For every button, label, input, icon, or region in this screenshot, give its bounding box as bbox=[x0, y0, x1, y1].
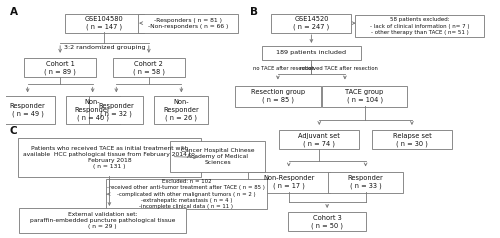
FancyBboxPatch shape bbox=[89, 96, 144, 124]
FancyBboxPatch shape bbox=[138, 14, 238, 33]
FancyBboxPatch shape bbox=[235, 86, 321, 107]
FancyBboxPatch shape bbox=[280, 130, 359, 149]
FancyBboxPatch shape bbox=[248, 172, 330, 193]
Text: A: A bbox=[10, 7, 18, 17]
Text: GSE14520
( n = 247 ): GSE14520 ( n = 247 ) bbox=[294, 16, 330, 30]
Text: Cohort 1
( n = 89 ): Cohort 1 ( n = 89 ) bbox=[44, 61, 76, 74]
Text: Cohort 2
( n = 58 ): Cohort 2 ( n = 58 ) bbox=[133, 61, 165, 74]
Text: Excluded: n = 102
-received other anti-tumor treatment after TACE ( n = 85 )
-co: Excluded: n = 102 -received other anti-t… bbox=[108, 179, 265, 209]
Text: Cohort 3
( n = 50 ): Cohort 3 ( n = 50 ) bbox=[311, 215, 343, 229]
Text: 3:2 randomized grouping: 3:2 randomized grouping bbox=[64, 45, 146, 50]
FancyBboxPatch shape bbox=[288, 212, 366, 231]
Text: Resection group
( n = 85 ): Resection group ( n = 85 ) bbox=[251, 89, 305, 103]
Text: C: C bbox=[10, 126, 18, 136]
Text: Patients who received TACE as initial treatment with
available  HCC pathological: Patients who received TACE as initial tr… bbox=[24, 146, 196, 169]
FancyBboxPatch shape bbox=[272, 14, 351, 33]
Text: 189 patients included: 189 patients included bbox=[276, 50, 346, 55]
Text: B: B bbox=[250, 7, 258, 17]
Text: no TACE after resection: no TACE after resection bbox=[253, 66, 314, 71]
FancyBboxPatch shape bbox=[64, 14, 144, 33]
FancyBboxPatch shape bbox=[24, 58, 96, 77]
Text: Non-
Responder
( n = 26 ): Non- Responder ( n = 26 ) bbox=[164, 99, 199, 121]
FancyBboxPatch shape bbox=[355, 15, 484, 37]
Text: Non-Responder
( n = 17 ): Non-Responder ( n = 17 ) bbox=[263, 175, 314, 189]
Text: Adjuvant set
( n = 74 ): Adjuvant set ( n = 74 ) bbox=[298, 133, 340, 147]
FancyBboxPatch shape bbox=[18, 138, 201, 177]
Text: GSE104580
( n = 147 ): GSE104580 ( n = 147 ) bbox=[85, 16, 124, 30]
Text: TACE group
( n = 104 ): TACE group ( n = 104 ) bbox=[346, 89, 384, 103]
FancyBboxPatch shape bbox=[262, 46, 361, 60]
FancyBboxPatch shape bbox=[154, 96, 208, 124]
Text: Relapse set
( n = 30 ): Relapse set ( n = 30 ) bbox=[392, 133, 432, 147]
Text: Responder
( n = 33 ): Responder ( n = 33 ) bbox=[348, 175, 384, 189]
Text: Responder
( n = 49 ): Responder ( n = 49 ) bbox=[10, 103, 46, 117]
FancyBboxPatch shape bbox=[328, 172, 403, 193]
FancyBboxPatch shape bbox=[0, 96, 54, 124]
Text: Cancer Hospital Chinese
Academy of Medical
Sciences: Cancer Hospital Chinese Academy of Medic… bbox=[181, 148, 254, 165]
FancyBboxPatch shape bbox=[20, 208, 186, 233]
Text: received TACE after resection: received TACE after resection bbox=[300, 66, 378, 71]
Text: External validation set:
paraffin-embedded puncture pathological tissue
( n = 29: External validation set: paraffin-embedd… bbox=[30, 212, 175, 229]
Text: Non-
Responder
( n = 40 ): Non- Responder ( n = 40 ) bbox=[75, 99, 110, 121]
Text: -Responders ( n = 81 )
-Non-responders ( n = 66 ): -Responders ( n = 81 ) -Non-responders (… bbox=[148, 18, 228, 29]
Text: Responder
( n = 32 ): Responder ( n = 32 ) bbox=[98, 103, 134, 117]
FancyBboxPatch shape bbox=[372, 130, 452, 149]
FancyBboxPatch shape bbox=[322, 86, 408, 107]
FancyBboxPatch shape bbox=[66, 96, 120, 124]
FancyBboxPatch shape bbox=[106, 179, 266, 209]
FancyBboxPatch shape bbox=[113, 58, 185, 77]
Text: 58 patients excluded:
- lack of clinical information ( n= 7 )
- other therapy th: 58 patients excluded: - lack of clinical… bbox=[370, 17, 470, 35]
FancyBboxPatch shape bbox=[170, 141, 265, 172]
